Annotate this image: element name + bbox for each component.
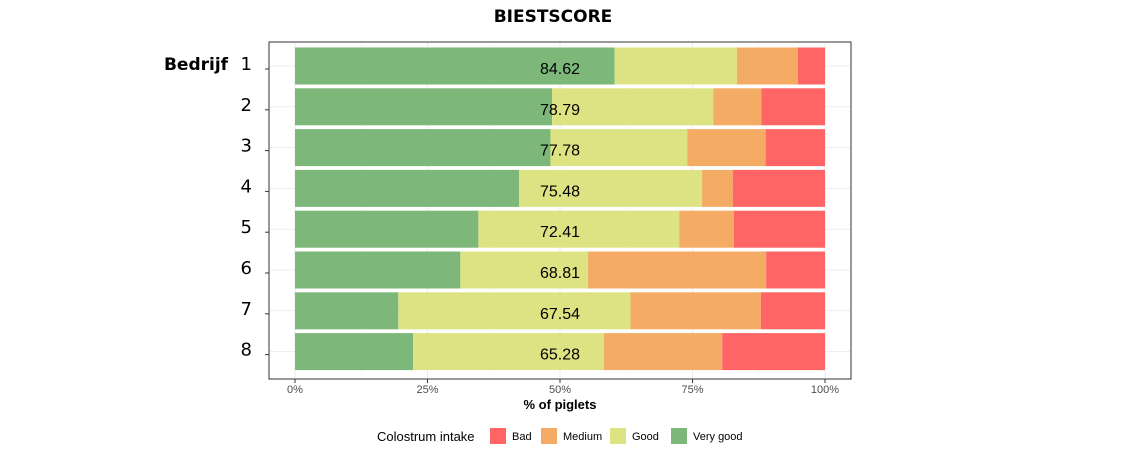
legend-key-very-good [671, 428, 687, 444]
bar-segment-very-good [295, 88, 553, 126]
category-label: 1 [241, 54, 252, 75]
x-tick-label: 100% [811, 384, 839, 396]
category-label: 5 [241, 217, 252, 238]
score-label: 65.28 [540, 347, 580, 364]
bar-segment-very-good [295, 129, 551, 167]
bar-segment-medium [713, 88, 762, 126]
bar-segment-very-good [295, 47, 615, 85]
bar-segment-bad [761, 88, 825, 126]
category-label: 3 [241, 136, 252, 157]
score-label: 84.62 [540, 61, 580, 78]
legend-label: Bad [512, 431, 532, 443]
bar-segment-bad [760, 292, 825, 330]
score-label: 77.78 [540, 143, 580, 160]
category-label: 2 [241, 95, 252, 116]
score-label: 72.41 [540, 224, 580, 241]
x-tick-label: 25% [416, 384, 438, 396]
legend: Colostrum intake Bad Medium Good Very good [377, 428, 743, 444]
bar-segment-bad [797, 47, 825, 85]
category-labels: 1 2 3 4 5 6 7 8 [241, 54, 269, 361]
bar-segment-medium [737, 47, 798, 85]
score-label: 67.54 [540, 306, 580, 323]
bar-segment-medium [603, 333, 723, 371]
bar-segment-good [460, 251, 589, 289]
bars-layer [295, 47, 825, 371]
bar-segment-good [398, 292, 631, 330]
legend-key-bad [490, 428, 506, 444]
bar-segment-very-good [295, 169, 520, 207]
bar-segment-good [413, 333, 604, 371]
bar-segment-medium [687, 129, 766, 167]
category-label: 8 [241, 340, 252, 361]
score-label: 68.81 [540, 265, 580, 282]
x-axis-ticks: 0% 25% 50% 75% 100% [287, 379, 839, 396]
category-label: 4 [241, 176, 252, 197]
score-labels: 84.62 78.79 77.78 75.48 72.41 68.81 67.54 65.28 [540, 61, 580, 364]
bar-segment-bad [732, 169, 825, 207]
x-tick-label: 75% [681, 384, 703, 396]
bar-segment-medium [679, 210, 734, 248]
x-axis-label: % of piglets [524, 397, 597, 412]
bar-segment-very-good [295, 251, 461, 289]
bar-segment-bad [733, 210, 825, 248]
legend-label: Medium [563, 431, 602, 443]
legend-key-good [610, 428, 626, 444]
score-label: 78.79 [540, 102, 580, 119]
legend-key-medium [541, 428, 557, 444]
bar-segment-very-good [295, 333, 414, 371]
bar-segment-good [552, 88, 714, 126]
score-label: 75.48 [540, 183, 580, 200]
category-label: 7 [241, 299, 252, 320]
bar-segment-bad [722, 333, 825, 371]
category-axis-title: Bedrijf [164, 55, 229, 75]
bar-segment-good [519, 169, 703, 207]
bar-segment-good [550, 129, 688, 167]
bar-segment-bad [765, 129, 825, 167]
category-label: 6 [241, 258, 252, 279]
bar-segment-good [478, 210, 680, 248]
bar-segment-medium [702, 169, 733, 207]
chart-title: BIESTSCORE [494, 7, 613, 27]
x-tick-label: 50% [549, 384, 571, 396]
bar-segment-medium [630, 292, 761, 330]
legend-title: Colostrum intake [377, 429, 475, 444]
bar-segment-medium [588, 251, 767, 289]
bar-segment-very-good [295, 292, 399, 330]
legend-label: Good [632, 431, 659, 443]
bar-segment-good [614, 47, 738, 85]
bar-segment-bad [766, 251, 825, 289]
legend-label: Very good [693, 431, 743, 443]
x-tick-label: 0% [287, 384, 303, 396]
bar-segment-very-good [295, 210, 479, 248]
